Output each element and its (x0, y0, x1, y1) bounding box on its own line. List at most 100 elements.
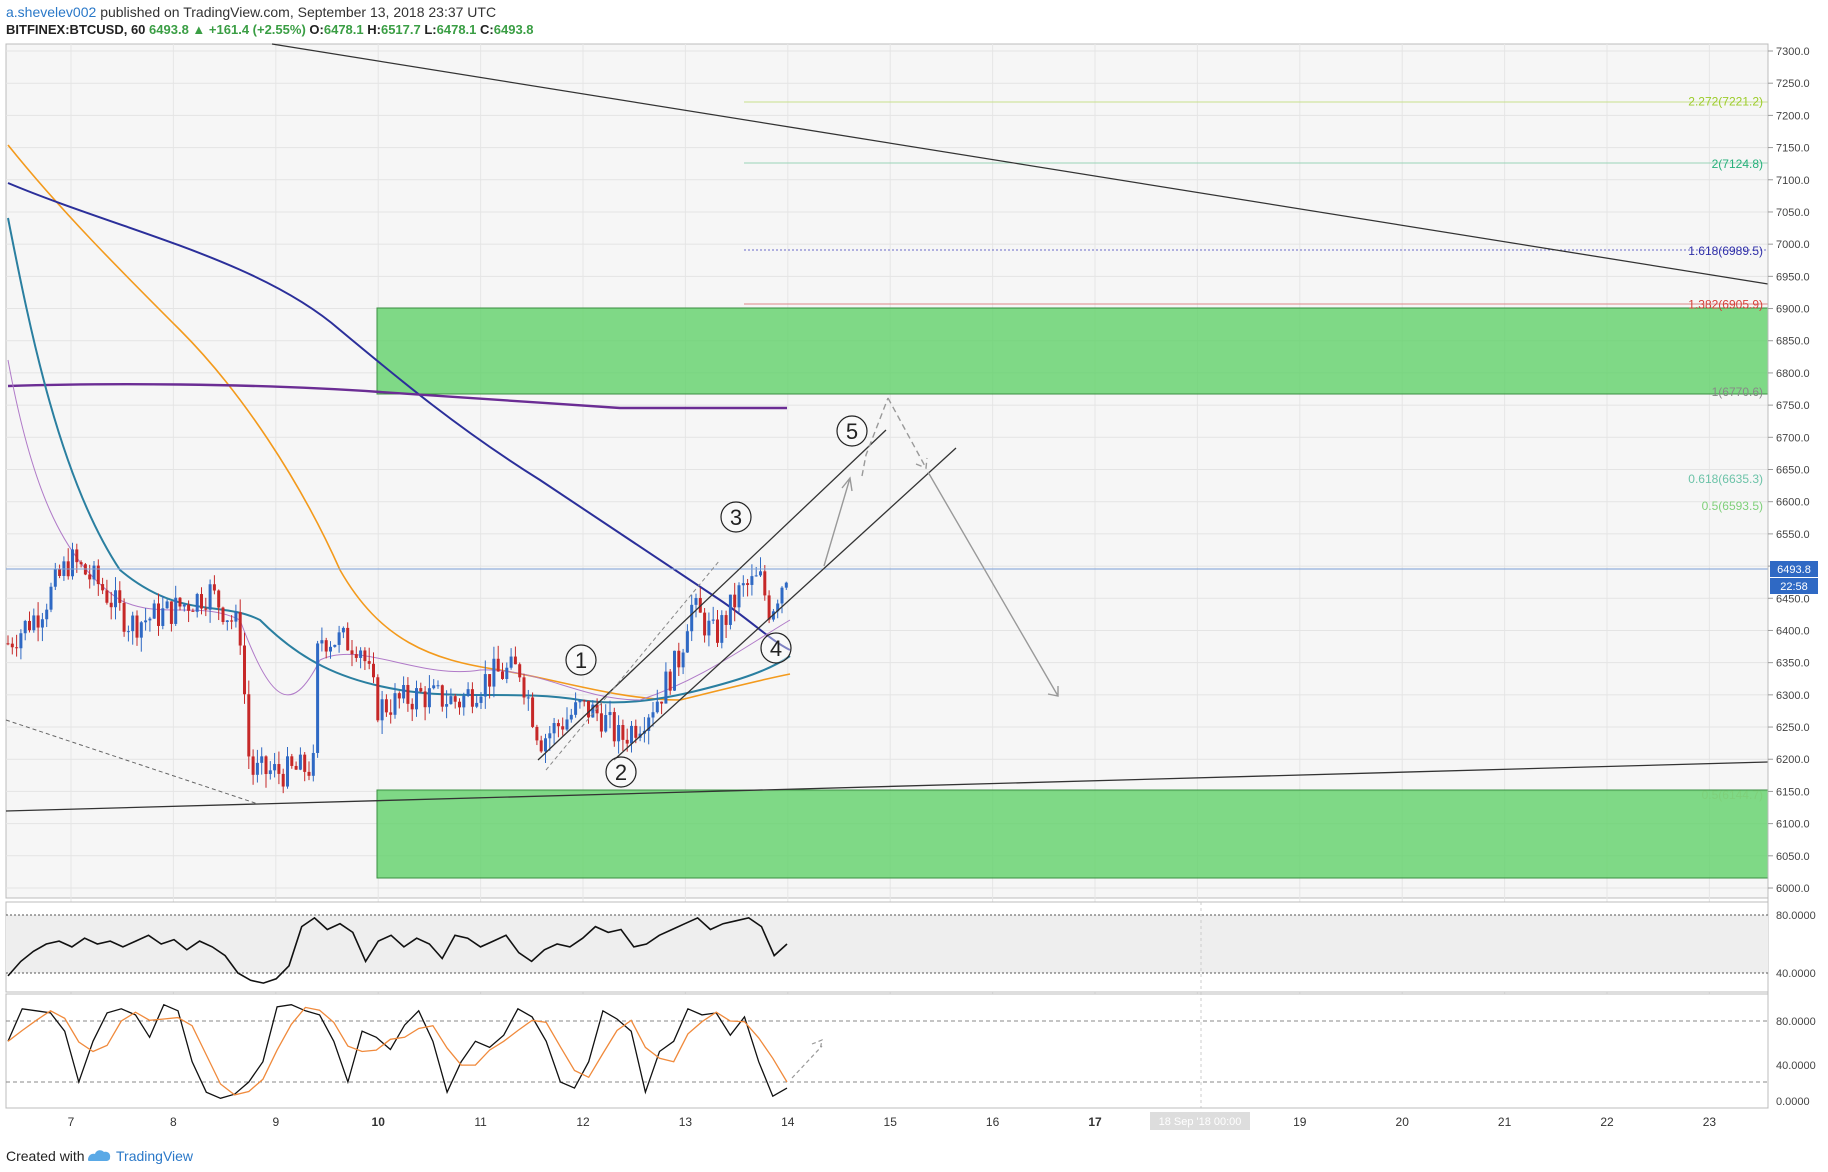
candle (79, 562, 83, 565)
candle (556, 723, 560, 727)
candle (208, 584, 212, 610)
candle (92, 565, 96, 580)
candle (324, 640, 328, 652)
price-tick-label: 7250.0 (1776, 78, 1810, 90)
rsi-tick-label: 40.0000 (1776, 968, 1816, 980)
candle (668, 671, 672, 691)
wave-label-1[interactable]: 1 (565, 644, 597, 676)
candle (28, 620, 31, 631)
candle (733, 594, 737, 608)
stochastic-pane[interactable] (5, 993, 1769, 1109)
candle (453, 696, 457, 702)
candle (677, 650, 681, 668)
candle (187, 604, 191, 611)
wave-label-4[interactable]: 4 (760, 632, 792, 664)
rsi-axis: 80.0000 40.0000 (1776, 910, 1816, 980)
descending-trendline[interactable] (271, 43, 1769, 285)
candle (238, 612, 242, 646)
time-axis[interactable]: 7891011121314151617181920212223 (68, 1115, 1717, 1129)
candle (182, 604, 186, 607)
candle (367, 661, 371, 664)
candle (337, 632, 341, 645)
author-link[interactable]: a.shevelev002 (6, 4, 97, 20)
candle (544, 738, 547, 752)
candle (10, 643, 14, 648)
candle (286, 756, 289, 787)
upper-resistance-zone[interactable] (376, 307, 1769, 395)
down-projection-arrow (927, 471, 1059, 697)
candle (32, 615, 36, 631)
wave-label-2[interactable]: 2 (605, 756, 637, 788)
candle (200, 594, 203, 609)
candle (449, 696, 453, 705)
up-projection-arrow (823, 476, 853, 567)
fib-level-label: 1(6770.6) (1712, 385, 1763, 399)
candle (114, 590, 117, 608)
price-tick-label: 6350.0 (1776, 658, 1810, 670)
price-axis[interactable]: 7300.0 7250.0 7200.0 7150.0 7100.0 7050.0 7000… (1768, 46, 1810, 895)
candle (750, 576, 754, 585)
candle (440, 685, 444, 707)
publication-line: a.shevelev002 published on TradingView.c… (6, 4, 496, 20)
candle (703, 612, 707, 636)
price-change: +161.4 (+2.55%) (208, 22, 306, 37)
candle (397, 693, 401, 699)
candle (518, 664, 522, 678)
time-tick-label: 7 (68, 1115, 75, 1129)
dashed-trendline[interactable] (5, 719, 259, 805)
time-tick-label: 22 (1600, 1115, 1614, 1129)
candle (716, 619, 719, 643)
ascending-support-trendline[interactable] (5, 761, 1769, 812)
candle (492, 658, 496, 687)
candle (458, 701, 461, 708)
chart-header: a.shevelev002 published on TradingView.c… (0, 0, 1828, 44)
channel-upper-line[interactable] (537, 429, 887, 761)
ema-teal-line (7, 217, 791, 704)
candle (784, 582, 788, 588)
candle (746, 583, 750, 585)
wave-label-5[interactable]: 5 (836, 415, 868, 447)
price-tick-label: 6300.0 (1776, 690, 1810, 702)
candle (470, 689, 474, 707)
time-tick-label: 13 (679, 1115, 693, 1129)
candle (294, 765, 298, 770)
candle (15, 647, 19, 649)
candle (40, 619, 44, 628)
candle (436, 685, 440, 687)
time-tick-label: 21 (1498, 1115, 1512, 1129)
candle (161, 608, 165, 626)
candle (647, 717, 651, 731)
candle (126, 631, 130, 633)
price-tick-label: 7300.0 (1776, 46, 1810, 58)
price-tick-label: 7050.0 (1776, 207, 1810, 219)
time-tick-label: 12 (576, 1115, 590, 1129)
candle (212, 584, 216, 591)
wave-number: 5 (846, 419, 858, 444)
candle (410, 703, 414, 710)
channel-lower-line[interactable] (613, 447, 957, 761)
candle (217, 590, 221, 608)
candle (58, 569, 62, 576)
elliott-wave-labels[interactable]: 1 2 3 4 5 (565, 415, 868, 788)
stoch-tick-label: 40.0000 (1776, 1060, 1816, 1072)
price-tick-label: 6850.0 (1776, 336, 1810, 348)
candle (664, 671, 668, 704)
candle (101, 584, 105, 591)
time-tick-label: 23 (1703, 1115, 1717, 1129)
candle (496, 658, 500, 672)
symbol-label[interactable]: BITFINEX:BTCUSD, 60 (6, 22, 146, 37)
lower-support-zone[interactable] (376, 789, 1769, 879)
stoch-tick-label: 0.0000 (1776, 1096, 1810, 1108)
candle (157, 603, 160, 626)
candle (651, 712, 655, 718)
countdown-badge (1770, 578, 1818, 594)
projection-arrows (823, 397, 1059, 697)
tradingview-link[interactable]: TradingView (116, 1148, 194, 1164)
candle (582, 700, 586, 702)
wave-dashed-path (545, 559, 721, 771)
fib-level-label: 2(7124.8) (1712, 157, 1763, 171)
candle (591, 704, 595, 718)
candle (251, 756, 255, 775)
wave-label-3[interactable]: 3 (720, 501, 752, 533)
